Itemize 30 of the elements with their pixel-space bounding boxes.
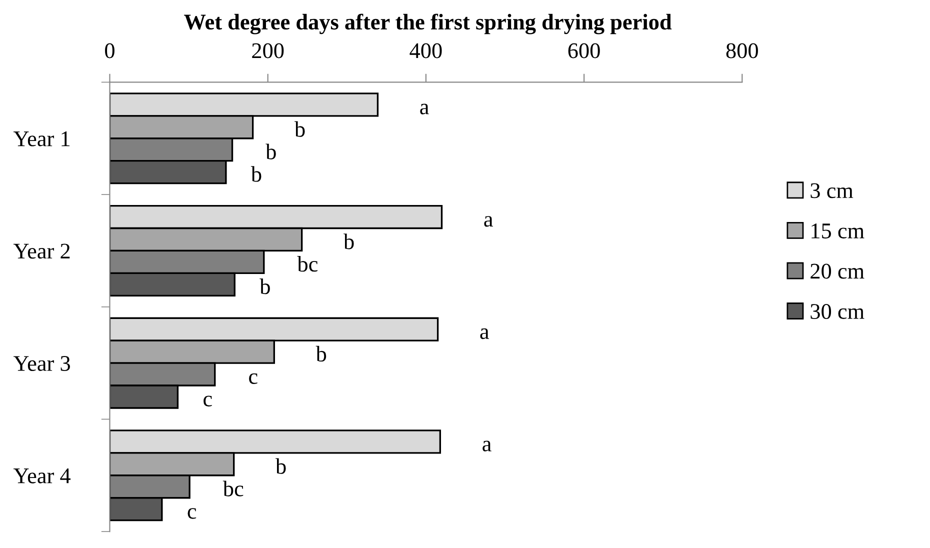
y-tick-label: Year 4 [13, 468, 70, 484]
legend-label: 15 cm [812, 224, 864, 238]
x-tick-label: 200 [252, 43, 284, 58]
annotation: a [420, 104, 429, 114]
annotation: bc [297, 256, 318, 272]
annotation: b [250, 166, 262, 182]
legend-label: 3 cm [810, 183, 854, 198]
annotation: c [204, 396, 212, 406]
y-tick-label: Year 2 [13, 244, 70, 259]
x-tick-label: 600 [568, 43, 600, 58]
x-tick-label: 800 [726, 43, 758, 58]
annotation: b [344, 234, 354, 250]
annotation: b [260, 278, 270, 294]
y-tick-label: Year 3 [13, 356, 70, 371]
legend-label: 20 cm [810, 264, 864, 279]
annotation: a [480, 328, 490, 340]
annotation: a [482, 440, 492, 452]
annotation: b [266, 144, 276, 160]
annotation: b [316, 346, 326, 362]
annotation: b [276, 458, 286, 474]
annotation: bc [222, 480, 244, 496]
annotation: c [249, 373, 258, 384]
x-tick-label: 0 [105, 43, 114, 58]
x-tick-label: 400 [410, 43, 442, 58]
annotation: c [188, 508, 196, 519]
annotation: b [294, 121, 305, 137]
chart-title: Wet degree days after the first spring drying period [184, 14, 672, 34]
annotation: a [484, 216, 493, 227]
y-tick-label: Year 1 [13, 131, 70, 146]
legend-label: 30 cm [810, 304, 864, 320]
